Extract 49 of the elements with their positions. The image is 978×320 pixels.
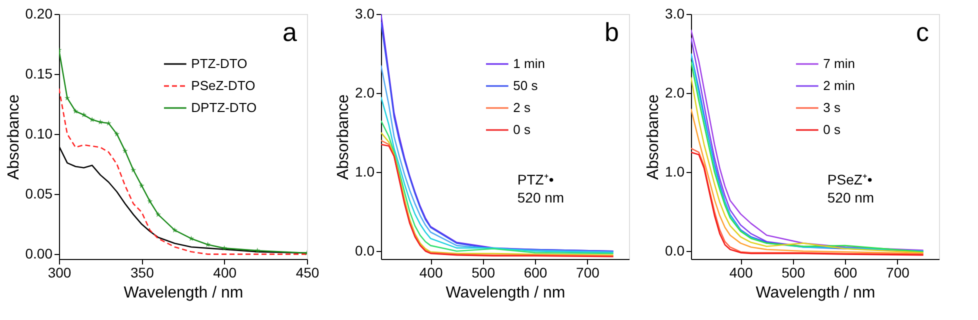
y-axis-title: Absorbance bbox=[5, 94, 22, 180]
legend-label: 7 min bbox=[823, 56, 855, 71]
legend-label: 2 min bbox=[823, 78, 855, 93]
annotation: 520 nm bbox=[827, 190, 874, 206]
x-tick-label: 500 bbox=[472, 264, 496, 280]
legend-label: PSeZ-DTO bbox=[191, 78, 256, 93]
x-axis-title: Wavelength / nm bbox=[124, 284, 244, 302]
legend-label: 0 s bbox=[513, 122, 531, 137]
x-tick-label: 400 bbox=[729, 264, 753, 280]
y-tick-label: 0.05 bbox=[25, 186, 53, 202]
annotation: b bbox=[604, 17, 619, 47]
annotation: 520 nm bbox=[517, 190, 564, 206]
annotation: a bbox=[282, 17, 298, 47]
x-tick-label: 700 bbox=[576, 264, 600, 280]
y-tick-label: 2.0 bbox=[355, 84, 375, 101]
x-axis-title: Wavelength / nm bbox=[756, 284, 876, 302]
y-tick-label: 0.10 bbox=[25, 126, 53, 142]
y-axis-title: Absorbance bbox=[335, 94, 352, 180]
x-axis-title: Wavelength / nm bbox=[446, 284, 566, 302]
y-tick-label: 0.0 bbox=[355, 242, 375, 259]
annotation: PSeZ⁺• bbox=[827, 172, 872, 188]
legend-label: 2 s bbox=[513, 100, 531, 115]
x-tick-label: 450 bbox=[296, 264, 320, 280]
x-tick-label: 300 bbox=[48, 264, 72, 280]
y-tick-label: 3.0 bbox=[355, 6, 375, 22]
y-tick-label: 0.0 bbox=[665, 242, 685, 259]
annotation: PTZ⁺• bbox=[517, 172, 554, 188]
legend-label: 0 s bbox=[823, 122, 841, 137]
y-tick-label: 3.0 bbox=[665, 6, 685, 22]
legend-label: DPTZ-DTO bbox=[191, 100, 257, 115]
x-tick-label: 700 bbox=[886, 264, 910, 280]
legend-label: 1 min bbox=[513, 56, 545, 71]
legend-label: 50 s bbox=[513, 78, 538, 93]
annotation: c bbox=[916, 17, 929, 47]
x-tick-label: 600 bbox=[524, 264, 548, 280]
y-axis-title: Absorbance bbox=[645, 94, 662, 180]
y-tick-label: 1.0 bbox=[665, 164, 685, 180]
x-tick-label: 600 bbox=[834, 264, 858, 280]
y-tick-label: 1.0 bbox=[355, 164, 375, 180]
x-tick-label: 350 bbox=[130, 264, 154, 280]
legend-label: 3 s bbox=[823, 100, 841, 115]
x-tick-label: 500 bbox=[782, 264, 806, 280]
x-tick-label: 400 bbox=[419, 264, 443, 280]
legend-label: PTZ-DTO bbox=[191, 56, 248, 71]
y-tick-label: 0.15 bbox=[25, 66, 53, 82]
x-tick-label: 400 bbox=[213, 264, 237, 280]
y-tick-label: 0.00 bbox=[25, 246, 53, 262]
y-tick-label: 2.0 bbox=[665, 84, 685, 101]
y-tick-label: 0.20 bbox=[25, 6, 53, 22]
